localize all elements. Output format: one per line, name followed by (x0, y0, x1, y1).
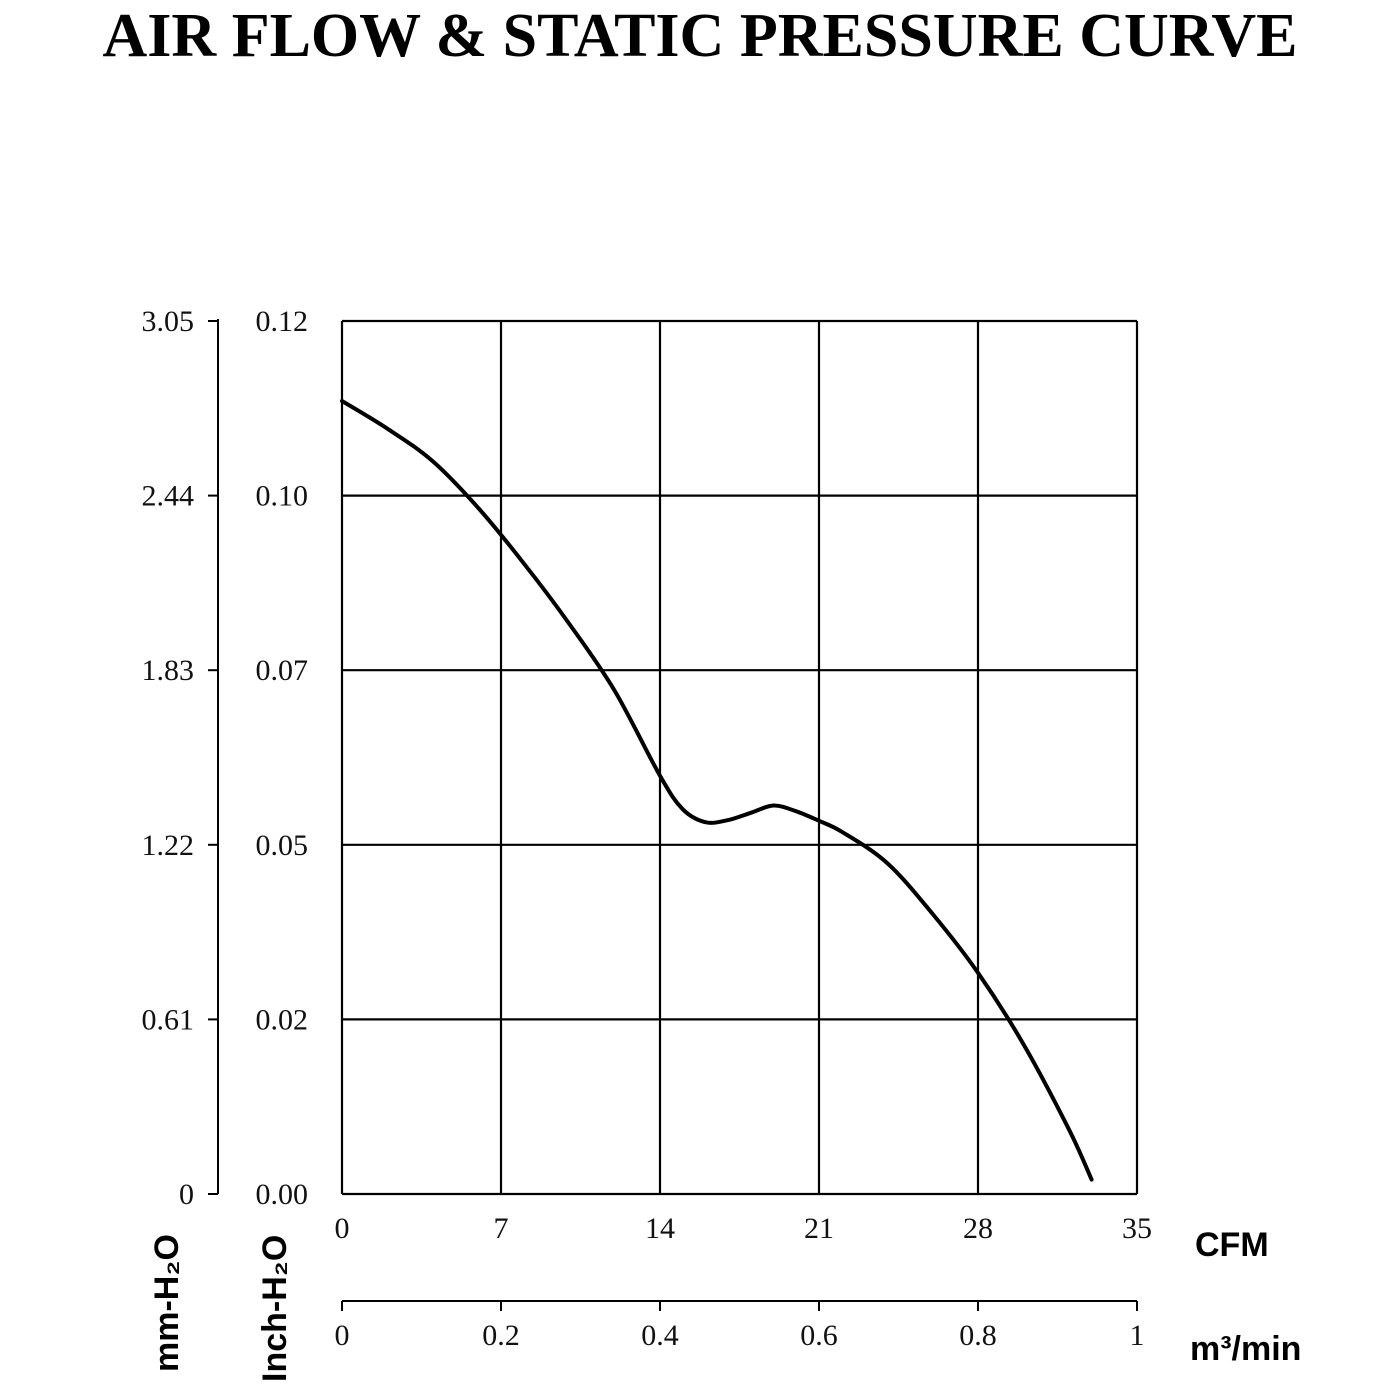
x-tick-label-m3min: 0.8 (959, 1319, 997, 1352)
x-tick-label-cfm: 7 (494, 1212, 509, 1245)
x-tick-label-cfm: 35 (1122, 1212, 1152, 1245)
x-tick-label-m3min: 0 (335, 1319, 350, 1352)
x-axis-label-cfm: CFM (1195, 1226, 1269, 1264)
chart-title: AIR FLOW & STATIC PRESSURE CURVE (102, 2, 1298, 70)
y-tick-label-inch: 0.02 (256, 1003, 309, 1036)
x-tick-label-m3min: 0.2 (482, 1319, 520, 1352)
y-tick-label-mm: 1.83 (142, 654, 195, 687)
y-tick-label-inch: 0.05 (256, 829, 309, 862)
x-tick-label-cfm: 14 (645, 1212, 675, 1245)
y-tick-label-inch: 0.07 (256, 654, 309, 687)
grid-lines (340, 319, 1139, 1196)
axes (208, 319, 1138, 1311)
x-tick-label-m3min: 0.6 (800, 1319, 838, 1352)
y-tick-label-mm: 1.22 (142, 829, 195, 862)
x-tick-label-m3min: 1 (1130, 1319, 1145, 1352)
y-tick-label-inch: 0.12 (256, 305, 309, 338)
y-tick-label-mm: 3.05 (142, 305, 195, 338)
y-tick-label-inch: 0.00 (256, 1178, 309, 1211)
x-tick-label-cfm: 21 (804, 1212, 834, 1245)
y-tick-label-mm: 2.44 (142, 480, 195, 513)
y-tick-label-mm: 0.61 (142, 1003, 195, 1036)
x-tick-label-m3min: 0.4 (641, 1319, 679, 1352)
y-axis-label-inch: Inch-H₂O (256, 1235, 294, 1382)
y-tick-label-inch: 0.10 (256, 480, 309, 513)
y-axis-label-mm: mm-H₂O (148, 1234, 186, 1372)
tick-labels: 0 7 14 21 28 35 0 0.2 0.4 0.6 0.8 1 0.00 0.02 0.05 0.07… (142, 305, 1153, 1352)
x-tick-label-cfm: 28 (963, 1212, 993, 1245)
y-tick-label-mm: 0 (179, 1178, 194, 1211)
airflow-pressure-line (340, 399, 1094, 1182)
x-tick-label-cfm: 0 (335, 1212, 350, 1245)
x-axis-label-m3min: m³/min (1190, 1330, 1301, 1368)
